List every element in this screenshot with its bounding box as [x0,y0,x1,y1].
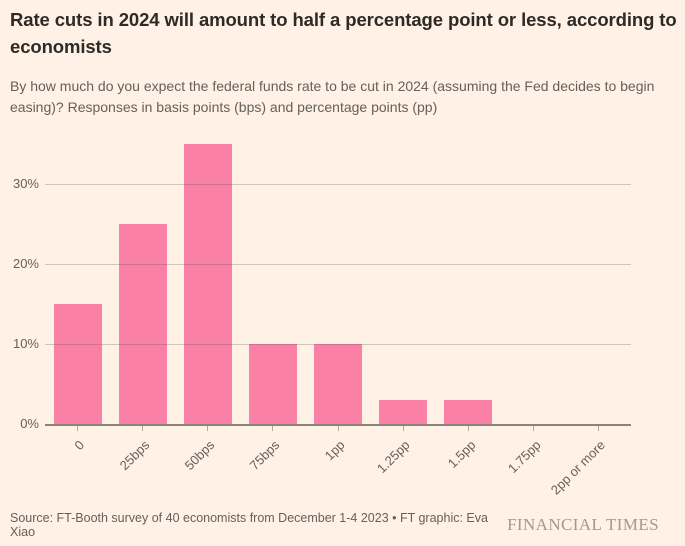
y-tick-label-20: 20% [12,256,39,271]
y-tick-label-10: 10% [12,336,39,351]
bar-1.5pp [444,400,493,424]
x-tick-50bps [207,426,209,431]
x-tick-label-box-2pp or more: 2pp or more [468,436,608,497]
gridline-10 [45,343,631,345]
chart-subtitle: By how much do you expect the federal fu… [10,78,655,115]
bar-1.25pp [379,400,428,424]
x-tick-1.75pp [532,426,534,431]
source-note: Source: FT-Booth survey of 40 economists… [10,511,488,539]
gridline-30 [45,183,631,185]
x-tick-0 [77,426,79,431]
bar-chart-plot-area: 0% 10% 20% 30% 0 25bps 50bps 75bps 1pp 1.25pp 1.5p… [13,126,631,497]
x-tick-25bps [142,426,144,431]
x-tick-1.5pp [467,426,469,431]
financial-times-logo: FINANCIAL TIMES [507,515,659,534]
y-tick-label-0: 0% [20,416,39,431]
x-tick-1pp [337,426,339,431]
bar-1pp [314,344,362,424]
x-tick-75bps [272,426,274,431]
bar-0 [53,304,102,424]
bar-75bps [248,344,297,424]
chart-footer: Source: FT-Booth survey of 40 economists… [10,511,659,539]
bar-25bps [118,224,167,424]
gridline-20 [45,263,631,265]
y-tick-label-30: 30% [12,176,39,191]
x-tick-label-2pp or more: 2pp or more [548,437,609,498]
x-tick-1.25pp [402,426,404,431]
chart-title: Rate cuts in 2024 will amount to half a … [10,9,677,57]
bar-50bps [183,144,232,424]
x-tick-2pp or more [597,426,599,431]
